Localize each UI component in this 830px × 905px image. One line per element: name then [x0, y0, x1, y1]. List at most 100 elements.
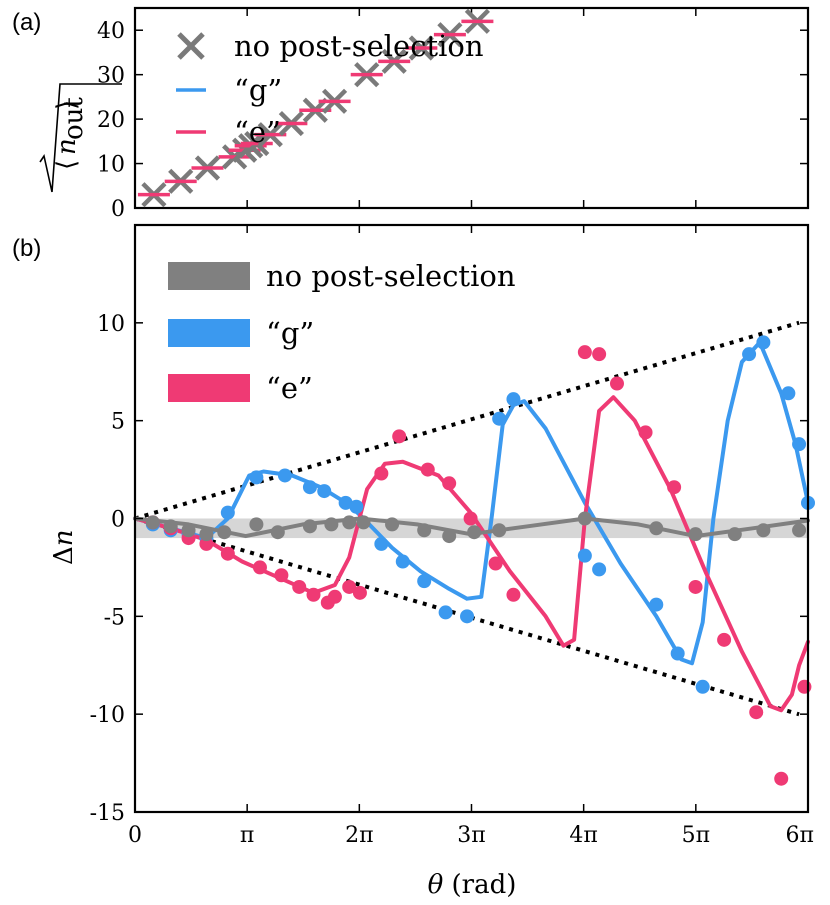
- panel-a: 0 10 20 30 40 ⟨ n out ⟩ no post-selection “g”…: [39, 6, 810, 222]
- data-point-1: [349, 499, 364, 514]
- data-point-2: [488, 556, 503, 571]
- b-legend-item: no post-selection: [168, 259, 516, 293]
- b-ytick-label: 0: [111, 508, 125, 533]
- fit-line-2: [133, 395, 810, 713]
- b-ytick-label: 10: [97, 312, 125, 337]
- data-point-1: [695, 679, 710, 694]
- data-point-0: [792, 523, 807, 538]
- b-xtick-label: 0: [128, 823, 142, 848]
- b-ytick-label: -5: [104, 605, 125, 630]
- data-point-0: [649, 521, 664, 536]
- b-xtick-label: 4π: [569, 823, 597, 848]
- data-point-2: [420, 462, 435, 477]
- a-ytick-label: 10: [97, 153, 125, 178]
- b-xtick-label: π: [240, 823, 254, 848]
- y-label-langle: ⟨: [52, 160, 82, 170]
- b-xtick-label: 5π: [682, 823, 710, 848]
- data-point-1: [577, 548, 592, 563]
- a-data-marker: [405, 35, 438, 61]
- data-point-1: [592, 562, 607, 577]
- data-point-2: [667, 480, 682, 495]
- data-point-0: [688, 527, 703, 542]
- a-legend-label: “g”: [234, 73, 282, 107]
- y-label-subscript: out: [59, 97, 89, 140]
- data-point-1: [781, 386, 796, 401]
- a-ytick-label: 30: [97, 64, 125, 89]
- data-point-2: [638, 425, 653, 440]
- data-point-1: [438, 605, 453, 620]
- panel-a-y-ticks: 0 10 20 30 40: [97, 19, 808, 222]
- data-point-2: [463, 511, 478, 526]
- upper-envelope-line: [134, 320, 800, 521]
- delta-n-label: Δn: [49, 529, 79, 565]
- b-ytick-label: -15: [90, 801, 125, 826]
- panel-a-legend: no post-selection “g” “e”: [176, 29, 484, 149]
- data-point-2: [442, 476, 457, 491]
- sqrt-radical: [39, 83, 122, 193]
- data-point-0: [467, 525, 482, 540]
- data-point-0: [727, 527, 742, 542]
- data-point-2: [749, 705, 764, 720]
- panel-b: -15 -10 -5 0 5 10 0 π 2π 3π 4π 5π 6π no post-select…: [49, 223, 815, 900]
- data-point-1: [756, 335, 771, 350]
- b-legend-item: “e”: [168, 371, 313, 405]
- panel-b-y-axis-label: Δn: [49, 529, 79, 565]
- data-point-0: [163, 519, 178, 534]
- b-xtick-label: 3π: [457, 823, 485, 848]
- panel-b-label: (b): [12, 235, 41, 262]
- data-point-0: [145, 515, 160, 530]
- a-data-marker: [191, 155, 224, 181]
- data-point-1: [277, 468, 292, 483]
- panel-b-y-ticks: -15 -10 -5 0 5 10: [90, 312, 808, 826]
- b-legend-label: no post-selection: [266, 259, 516, 293]
- panel-a-label: (a): [12, 9, 41, 36]
- y-label-rangle: ⟩: [52, 100, 82, 110]
- data-point-1: [492, 411, 507, 426]
- panel-b-legend: no post-selection “g” “e”: [168, 259, 516, 405]
- data-point-2: [306, 587, 321, 602]
- data-point-2: [506, 587, 521, 602]
- data-point-1: [302, 480, 317, 495]
- data-point-2: [252, 560, 267, 575]
- data-point-1: [317, 484, 332, 499]
- b-legend-item: “g”: [168, 316, 314, 350]
- b-xtick-label: 6π: [786, 823, 814, 848]
- a-data-marker: [461, 8, 494, 34]
- data-point-2: [392, 429, 407, 444]
- data-point-0: [324, 517, 339, 532]
- data-point-0: [181, 523, 196, 538]
- data-point-0: [577, 511, 592, 526]
- data-point-2: [327, 589, 342, 604]
- panel-b-x-axis-label: θ (rad): [428, 870, 517, 900]
- a-data-marker: [164, 168, 197, 194]
- data-point-0: [249, 517, 264, 532]
- theta-label: θ (rad): [428, 870, 517, 900]
- b-legend-swatch: [168, 262, 250, 290]
- a-legend-item: “g”: [176, 73, 282, 107]
- b-legend-swatch: [168, 374, 250, 402]
- data-point-2: [592, 347, 607, 362]
- data-point-2: [577, 345, 592, 360]
- data-point-2: [609, 376, 624, 391]
- data-point-0: [217, 525, 232, 540]
- data-point-0: [270, 525, 285, 540]
- b-xtick-label: 2π: [345, 823, 373, 848]
- b-ytick-label: 5: [111, 410, 125, 435]
- data-point-0: [385, 517, 400, 532]
- panel-a-x-ticks: [134, 8, 809, 208]
- data-point-2: [797, 679, 812, 694]
- a-legend-item: “e”: [176, 115, 281, 149]
- b-legend-label: “e”: [266, 371, 313, 405]
- data-point-0: [492, 523, 507, 538]
- data-point-1: [649, 597, 664, 612]
- panel-a-y-axis-label: ⟨ n out ⟩: [39, 83, 122, 193]
- data-point-1: [506, 392, 521, 407]
- b-legend-swatch: [168, 319, 250, 347]
- data-point-1: [220, 505, 235, 520]
- data-point-2: [274, 568, 289, 583]
- data-point-2: [374, 466, 389, 481]
- a-ytick-label: 20: [97, 108, 125, 133]
- data-point-1: [742, 347, 757, 362]
- data-point-0: [442, 529, 457, 544]
